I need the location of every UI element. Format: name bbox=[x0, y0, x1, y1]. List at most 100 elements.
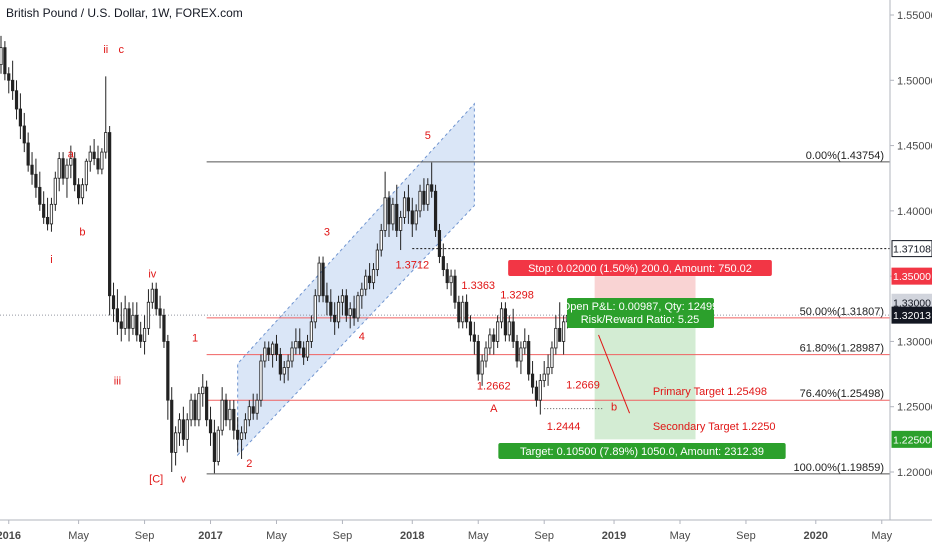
candle-body bbox=[77, 184, 81, 199]
candle-body bbox=[232, 408, 236, 431]
candle-body bbox=[274, 343, 279, 355]
price-tick-label: 1.40000 bbox=[897, 206, 932, 218]
candle-body bbox=[360, 288, 364, 297]
target-price: 1.22500 bbox=[891, 430, 932, 448]
wave-label: iii bbox=[114, 376, 121, 388]
candle-body bbox=[119, 321, 123, 329]
candle-body bbox=[135, 314, 139, 336]
candle-body bbox=[108, 132, 112, 297]
target-label: Secondary Target 1.2250 bbox=[653, 421, 776, 433]
candle-body bbox=[387, 197, 391, 225]
stop-label-text: Stop: 0.02000 (1.50%) 200.0, Amount: 750… bbox=[528, 263, 752, 275]
candle-body bbox=[282, 367, 286, 375]
time-tick-label: 2017 bbox=[198, 530, 222, 542]
stop-label: Stop: 0.02000 (1.50%) 200.0, Amount: 750… bbox=[508, 260, 772, 276]
target-box-bg bbox=[498, 443, 786, 459]
rr-text: Risk/Reward Ratio: 5.25 bbox=[581, 314, 700, 326]
candle-body bbox=[88, 151, 92, 162]
target-price-text: 1.22500 bbox=[893, 434, 931, 446]
time-tick-label: Sep bbox=[736, 530, 756, 542]
candle-body bbox=[290, 347, 294, 362]
candle-body bbox=[162, 314, 166, 342]
candle-body bbox=[302, 347, 306, 358]
stop-price-text: 1.35000 bbox=[893, 271, 931, 283]
candle-body bbox=[507, 321, 511, 336]
candle-body bbox=[177, 419, 182, 434]
candle-body bbox=[228, 408, 232, 421]
current-price: 1.32013 bbox=[891, 306, 932, 324]
candle-body bbox=[468, 321, 473, 336]
candle-body bbox=[123, 308, 127, 329]
pnl-label: Open P&L: 0.00987, Qty: 12499Risk/Reward… bbox=[562, 298, 718, 328]
wave-label: b bbox=[79, 227, 85, 239]
level-137108-bg bbox=[891, 240, 932, 258]
candle-body bbox=[181, 419, 185, 440]
candle-body bbox=[527, 341, 531, 375]
price-annotation: 1.3712 bbox=[395, 259, 429, 271]
candle-body bbox=[34, 173, 38, 188]
target-box: Target: 0.10500 (7.89%) 1050.0, Amount: … bbox=[498, 443, 786, 459]
candle-body bbox=[3, 47, 7, 75]
wave-label: i bbox=[50, 254, 52, 266]
candle-body bbox=[449, 275, 453, 284]
candle-body bbox=[84, 160, 88, 186]
candle-body bbox=[321, 262, 325, 297]
candle-body bbox=[11, 79, 15, 92]
wave-label: 2 bbox=[246, 458, 252, 470]
candle-body bbox=[325, 295, 329, 303]
candle-body bbox=[173, 432, 178, 453]
candle-body bbox=[270, 343, 275, 355]
wave-label: 5 bbox=[425, 130, 431, 142]
candle-body bbox=[309, 321, 314, 342]
candle-body bbox=[399, 216, 403, 231]
target-arrow bbox=[598, 334, 631, 414]
fib-label: 50.00%(1.31807) bbox=[800, 306, 884, 318]
candle-body bbox=[247, 406, 251, 421]
target-box-text: Target: 0.10500 (7.89%) 1050.0, Amount: … bbox=[520, 446, 764, 458]
level-137108: 1.37108 bbox=[891, 240, 932, 258]
candle-body bbox=[166, 341, 170, 401]
candle-body bbox=[445, 269, 449, 284]
time-tick-label: 2020 bbox=[804, 530, 828, 542]
candle-body bbox=[115, 308, 119, 323]
candle-body bbox=[185, 419, 189, 440]
candle-body bbox=[476, 341, 480, 375]
candle-body bbox=[100, 151, 104, 170]
candle-body bbox=[313, 295, 317, 323]
candle-body bbox=[224, 399, 228, 421]
candle-body bbox=[562, 321, 566, 342]
candle-body bbox=[406, 197, 411, 212]
candle-body bbox=[267, 347, 271, 355]
wave-label: v bbox=[181, 473, 187, 485]
wave-label: iv bbox=[148, 268, 156, 280]
candle-body bbox=[38, 186, 42, 205]
current-price-text: 1.32013 bbox=[893, 310, 931, 322]
candle-body bbox=[96, 158, 100, 170]
wave-label: a bbox=[68, 148, 75, 160]
wave-label: b bbox=[611, 402, 617, 414]
candle-body bbox=[205, 386, 209, 421]
candle-body bbox=[472, 334, 476, 342]
candle-body bbox=[344, 295, 348, 316]
candle-body bbox=[263, 347, 267, 362]
wave-label: 3 bbox=[324, 227, 330, 239]
time-tick-label: May bbox=[871, 530, 892, 542]
candle-body bbox=[441, 256, 445, 271]
candle-body bbox=[14, 90, 19, 110]
candle-body bbox=[127, 308, 131, 329]
candle-body bbox=[457, 301, 461, 323]
price-annotation: 1.2669 bbox=[566, 379, 600, 391]
time-tick-label: May bbox=[68, 530, 89, 542]
candle-body bbox=[189, 399, 193, 421]
price-tick-label: 1.30000 bbox=[897, 336, 932, 348]
time-axis: 2016 May Sep 2017 May Sep 2018 May Sep 2019 May Sep… bbox=[0, 519, 932, 542]
candle-body bbox=[375, 249, 379, 271]
candle-body bbox=[7, 73, 11, 81]
wave-label: A bbox=[490, 403, 498, 415]
candle-body bbox=[212, 432, 216, 462]
candle-body bbox=[22, 125, 26, 144]
candle-body bbox=[139, 334, 143, 342]
